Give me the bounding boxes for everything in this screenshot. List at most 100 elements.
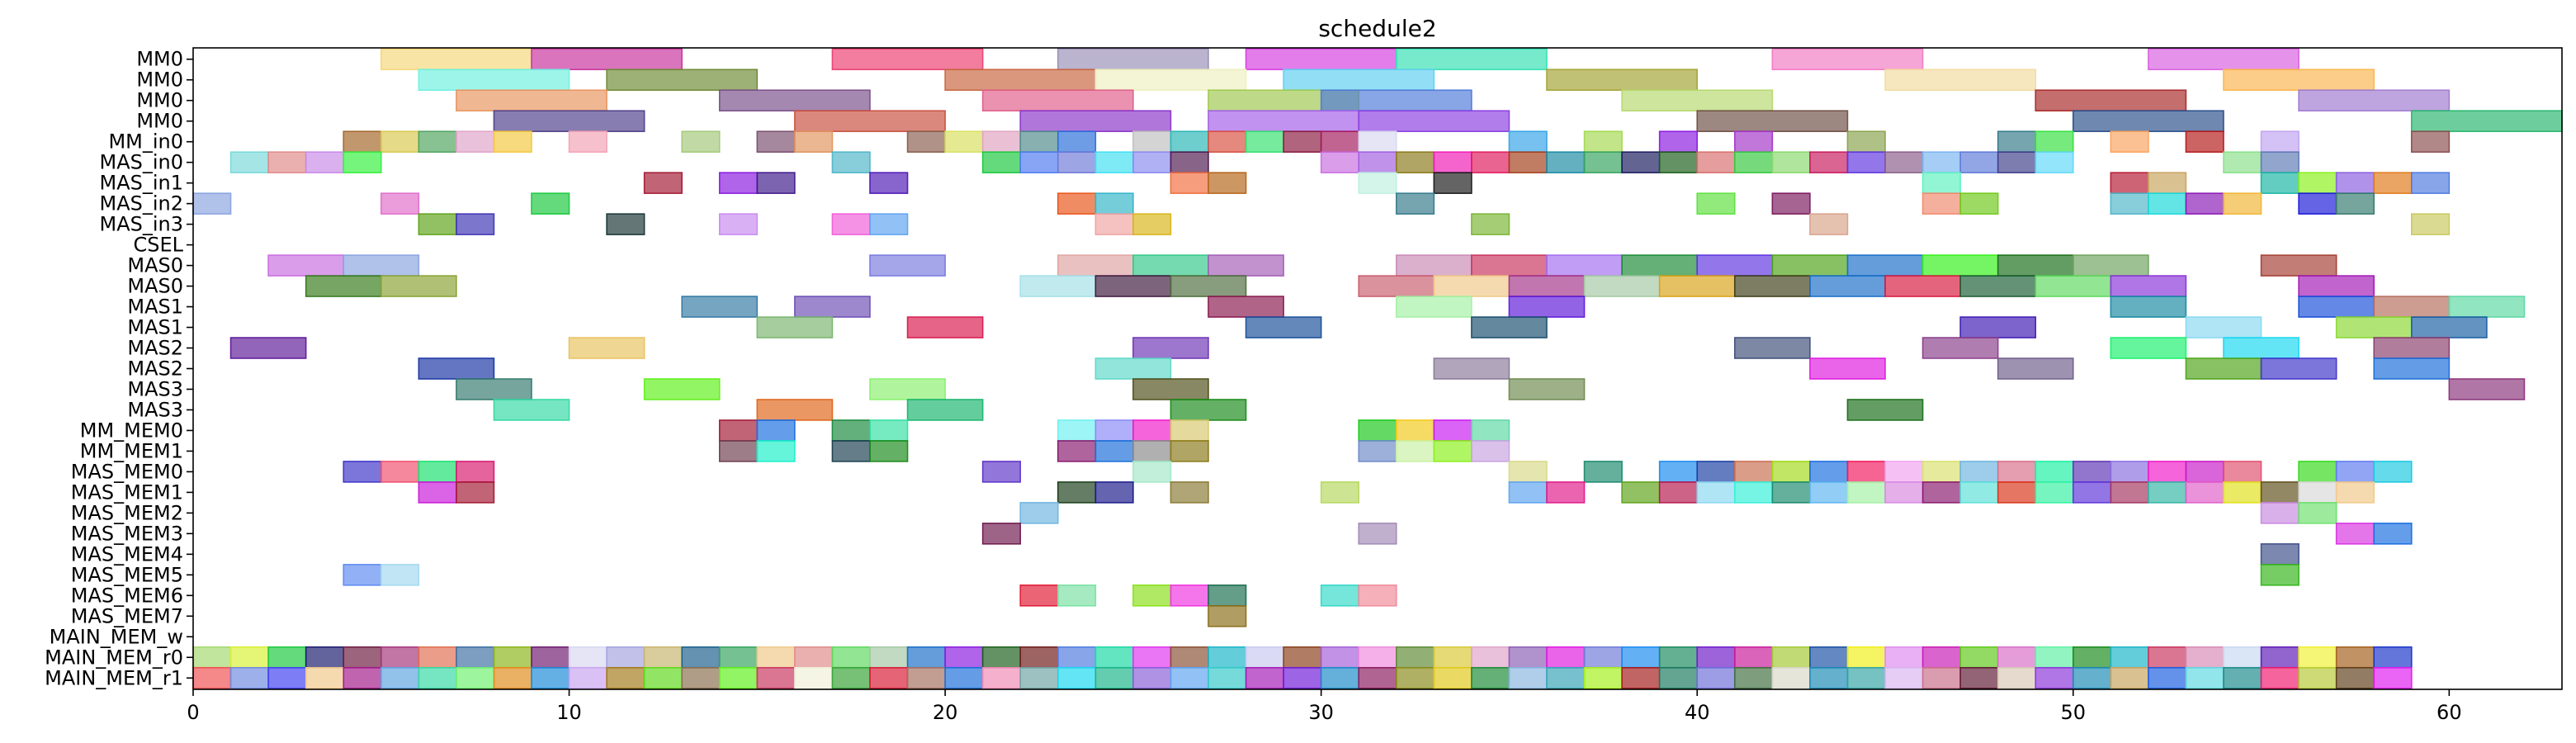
task-bar <box>1245 48 1397 71</box>
task-bar <box>981 89 1134 112</box>
task-bar <box>2148 666 2187 689</box>
task-bar <box>418 130 457 153</box>
task-bar <box>2072 254 2149 277</box>
task-bar <box>756 316 834 338</box>
task-bar <box>1395 419 1435 442</box>
task-bar <box>2373 646 2413 669</box>
task-bar <box>1056 440 1097 462</box>
task-bar <box>1395 192 1435 215</box>
task-bar <box>2260 481 2299 504</box>
task-bar <box>1846 666 1886 689</box>
task-bar <box>1094 275 1172 297</box>
task-bar <box>2410 213 2451 235</box>
task-bar <box>944 646 984 669</box>
task-bar <box>1471 666 1510 689</box>
task-bar <box>1094 481 1134 504</box>
task-bar <box>380 646 420 669</box>
task-bar <box>794 110 946 132</box>
task-bar <box>2373 296 2451 318</box>
task-bar <box>343 646 382 669</box>
task-bar <box>343 254 420 277</box>
task-bar <box>1921 646 1961 669</box>
task-bar <box>531 48 683 71</box>
task-bar <box>1019 151 1059 173</box>
task-bar <box>1471 254 1548 277</box>
task-bar <box>756 419 796 442</box>
task-bar <box>869 172 909 194</box>
task-bar <box>1546 151 1586 173</box>
task-bar <box>1733 151 1774 173</box>
task-bar <box>1921 254 1999 277</box>
task-bar <box>1320 151 1360 173</box>
task-bar <box>1320 584 1360 607</box>
task-bar <box>1471 419 1510 442</box>
task-bar <box>869 378 946 400</box>
task-bar <box>1658 481 1699 504</box>
task-bar <box>1696 151 1736 173</box>
task-bar <box>2298 481 2337 504</box>
task-bar <box>2072 461 2112 483</box>
task-bar <box>906 399 984 421</box>
task-bar <box>456 461 495 483</box>
task-bar <box>1245 130 1284 153</box>
task-bar <box>1094 440 1134 462</box>
task-bar <box>1846 151 1886 173</box>
task-bar <box>1621 151 1661 173</box>
task-bar <box>1696 481 1736 504</box>
task-bar <box>1320 481 1360 504</box>
task-bar <box>869 419 909 442</box>
task-bar <box>267 666 307 689</box>
task-bar <box>981 151 1022 173</box>
task-bar <box>1508 275 1586 297</box>
task-bar <box>643 172 683 194</box>
task-bar <box>1546 69 1699 92</box>
task-bar <box>1132 666 1172 689</box>
task-bar <box>418 646 457 669</box>
task-bar <box>1508 646 1548 669</box>
task-bar <box>1809 275 1886 297</box>
task-bar <box>1132 584 1172 607</box>
task-bar <box>568 666 607 689</box>
task-bar <box>2223 69 2375 92</box>
task-bar <box>2148 48 2299 71</box>
task-bar <box>267 646 307 669</box>
task-bar <box>1621 666 1661 689</box>
task-bar <box>418 481 457 504</box>
task-bar <box>2335 172 2375 194</box>
y-tick-label: MAS0 <box>127 275 183 298</box>
task-bar <box>1921 192 1961 215</box>
y-tick-label: MAS1 <box>127 316 183 339</box>
task-bar <box>944 130 984 153</box>
task-bar <box>1019 584 1059 607</box>
task-bar <box>1170 172 1209 194</box>
task-bar <box>1884 481 1924 504</box>
task-bar <box>2223 337 2299 359</box>
task-bar <box>1921 461 1961 483</box>
task-bar <box>2373 172 2413 194</box>
task-bar <box>1395 48 1548 71</box>
task-bar <box>456 89 607 112</box>
task-bar <box>2223 481 2262 504</box>
task-bar <box>1358 666 1397 689</box>
y-tick-label: MAS_in0 <box>99 151 183 174</box>
task-bar <box>1546 481 1586 504</box>
task-bar <box>2072 481 2112 504</box>
task-bar <box>343 151 382 173</box>
task-bar <box>718 440 759 462</box>
task-bar <box>1809 646 1849 669</box>
task-bar <box>2260 172 2299 194</box>
task-bar <box>2448 296 2526 318</box>
y-tick-label: MM0 <box>136 48 183 71</box>
task-bar <box>869 440 909 462</box>
task-bar <box>1433 646 1472 669</box>
task-bar <box>831 646 871 669</box>
task-bar <box>1846 254 1924 277</box>
task-bar <box>606 646 645 669</box>
task-bar <box>1358 151 1397 173</box>
y-axis-labels: MM0MM0MM0MM0MM_in0MAS_in0MAS_in1MAS_in2M… <box>45 48 193 689</box>
task-bar <box>1056 192 1097 215</box>
task-bar <box>2035 151 2074 173</box>
task-bar <box>1658 646 1699 669</box>
task-bar <box>2223 151 2262 173</box>
task-bar <box>1208 254 1284 277</box>
